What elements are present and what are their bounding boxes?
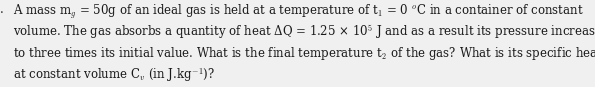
Text: .: . [0,3,8,16]
Text: at constant volume C$_v$ (in J.kg$^{-1}$)?: at constant volume C$_v$ (in J.kg$^{-1}$… [13,67,215,84]
Text: A mass m$_g$ = 50g of an ideal gas is held at a temperature of t$_1$ = 0 $^o$C i: A mass m$_g$ = 50g of an ideal gas is he… [13,3,584,21]
Text: to three times its initial value. What is the final temperature t$_2$ of the gas: to three times its initial value. What i… [13,45,595,62]
Text: volume. The gas absorbs a quantity of heat ΔQ = 1.25 × 10$^5$ J and as a result : volume. The gas absorbs a quantity of he… [13,24,595,42]
